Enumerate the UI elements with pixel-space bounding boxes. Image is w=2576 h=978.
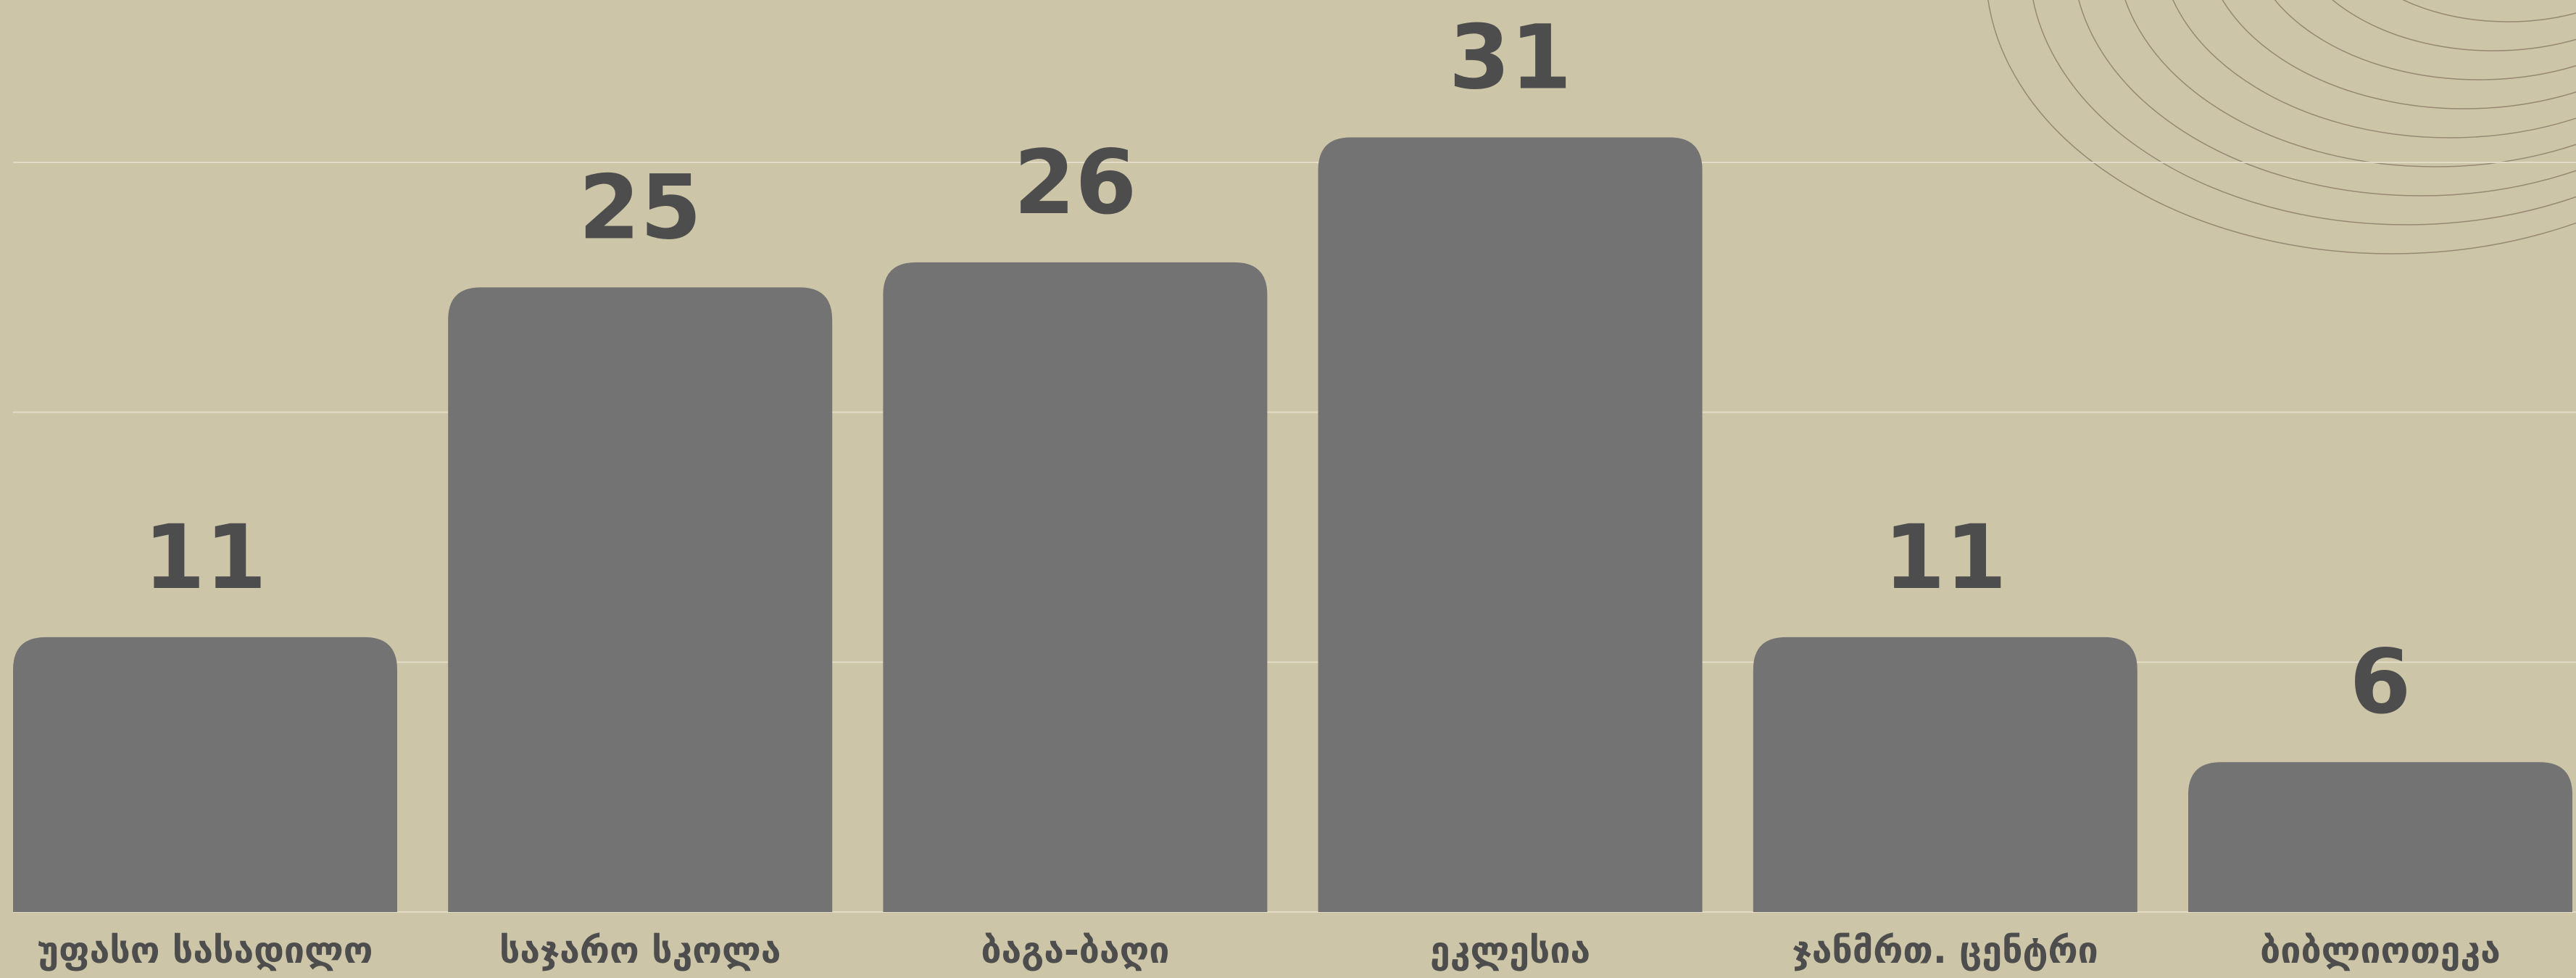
bar xyxy=(448,287,833,912)
value-label: 31 xyxy=(1449,7,1572,109)
value-label: 25 xyxy=(578,156,702,259)
value-label: 11 xyxy=(144,506,267,609)
bar xyxy=(2188,762,2572,912)
x-tick-label: ბაგა-ბაღი xyxy=(981,929,1169,971)
x-tick-label: ეკლესია xyxy=(1430,929,1590,971)
decoration xyxy=(1987,0,2576,254)
x-tick-label: საჯარო სკოლა xyxy=(499,929,781,971)
bar xyxy=(883,262,1268,913)
value-label: 26 xyxy=(1014,131,1137,234)
x-tick-label: ჯანმრთ. ცენტრი xyxy=(1792,929,2098,971)
bar xyxy=(1753,637,2137,912)
x-tick-label: ბიბლიოთეკა xyxy=(2260,929,2501,971)
x-tick-label: უფასო სასადილო xyxy=(38,929,373,971)
bar xyxy=(13,637,397,912)
bar xyxy=(1318,137,1703,912)
value-label: 6 xyxy=(2350,631,2411,734)
value-label: 11 xyxy=(1884,506,2007,609)
